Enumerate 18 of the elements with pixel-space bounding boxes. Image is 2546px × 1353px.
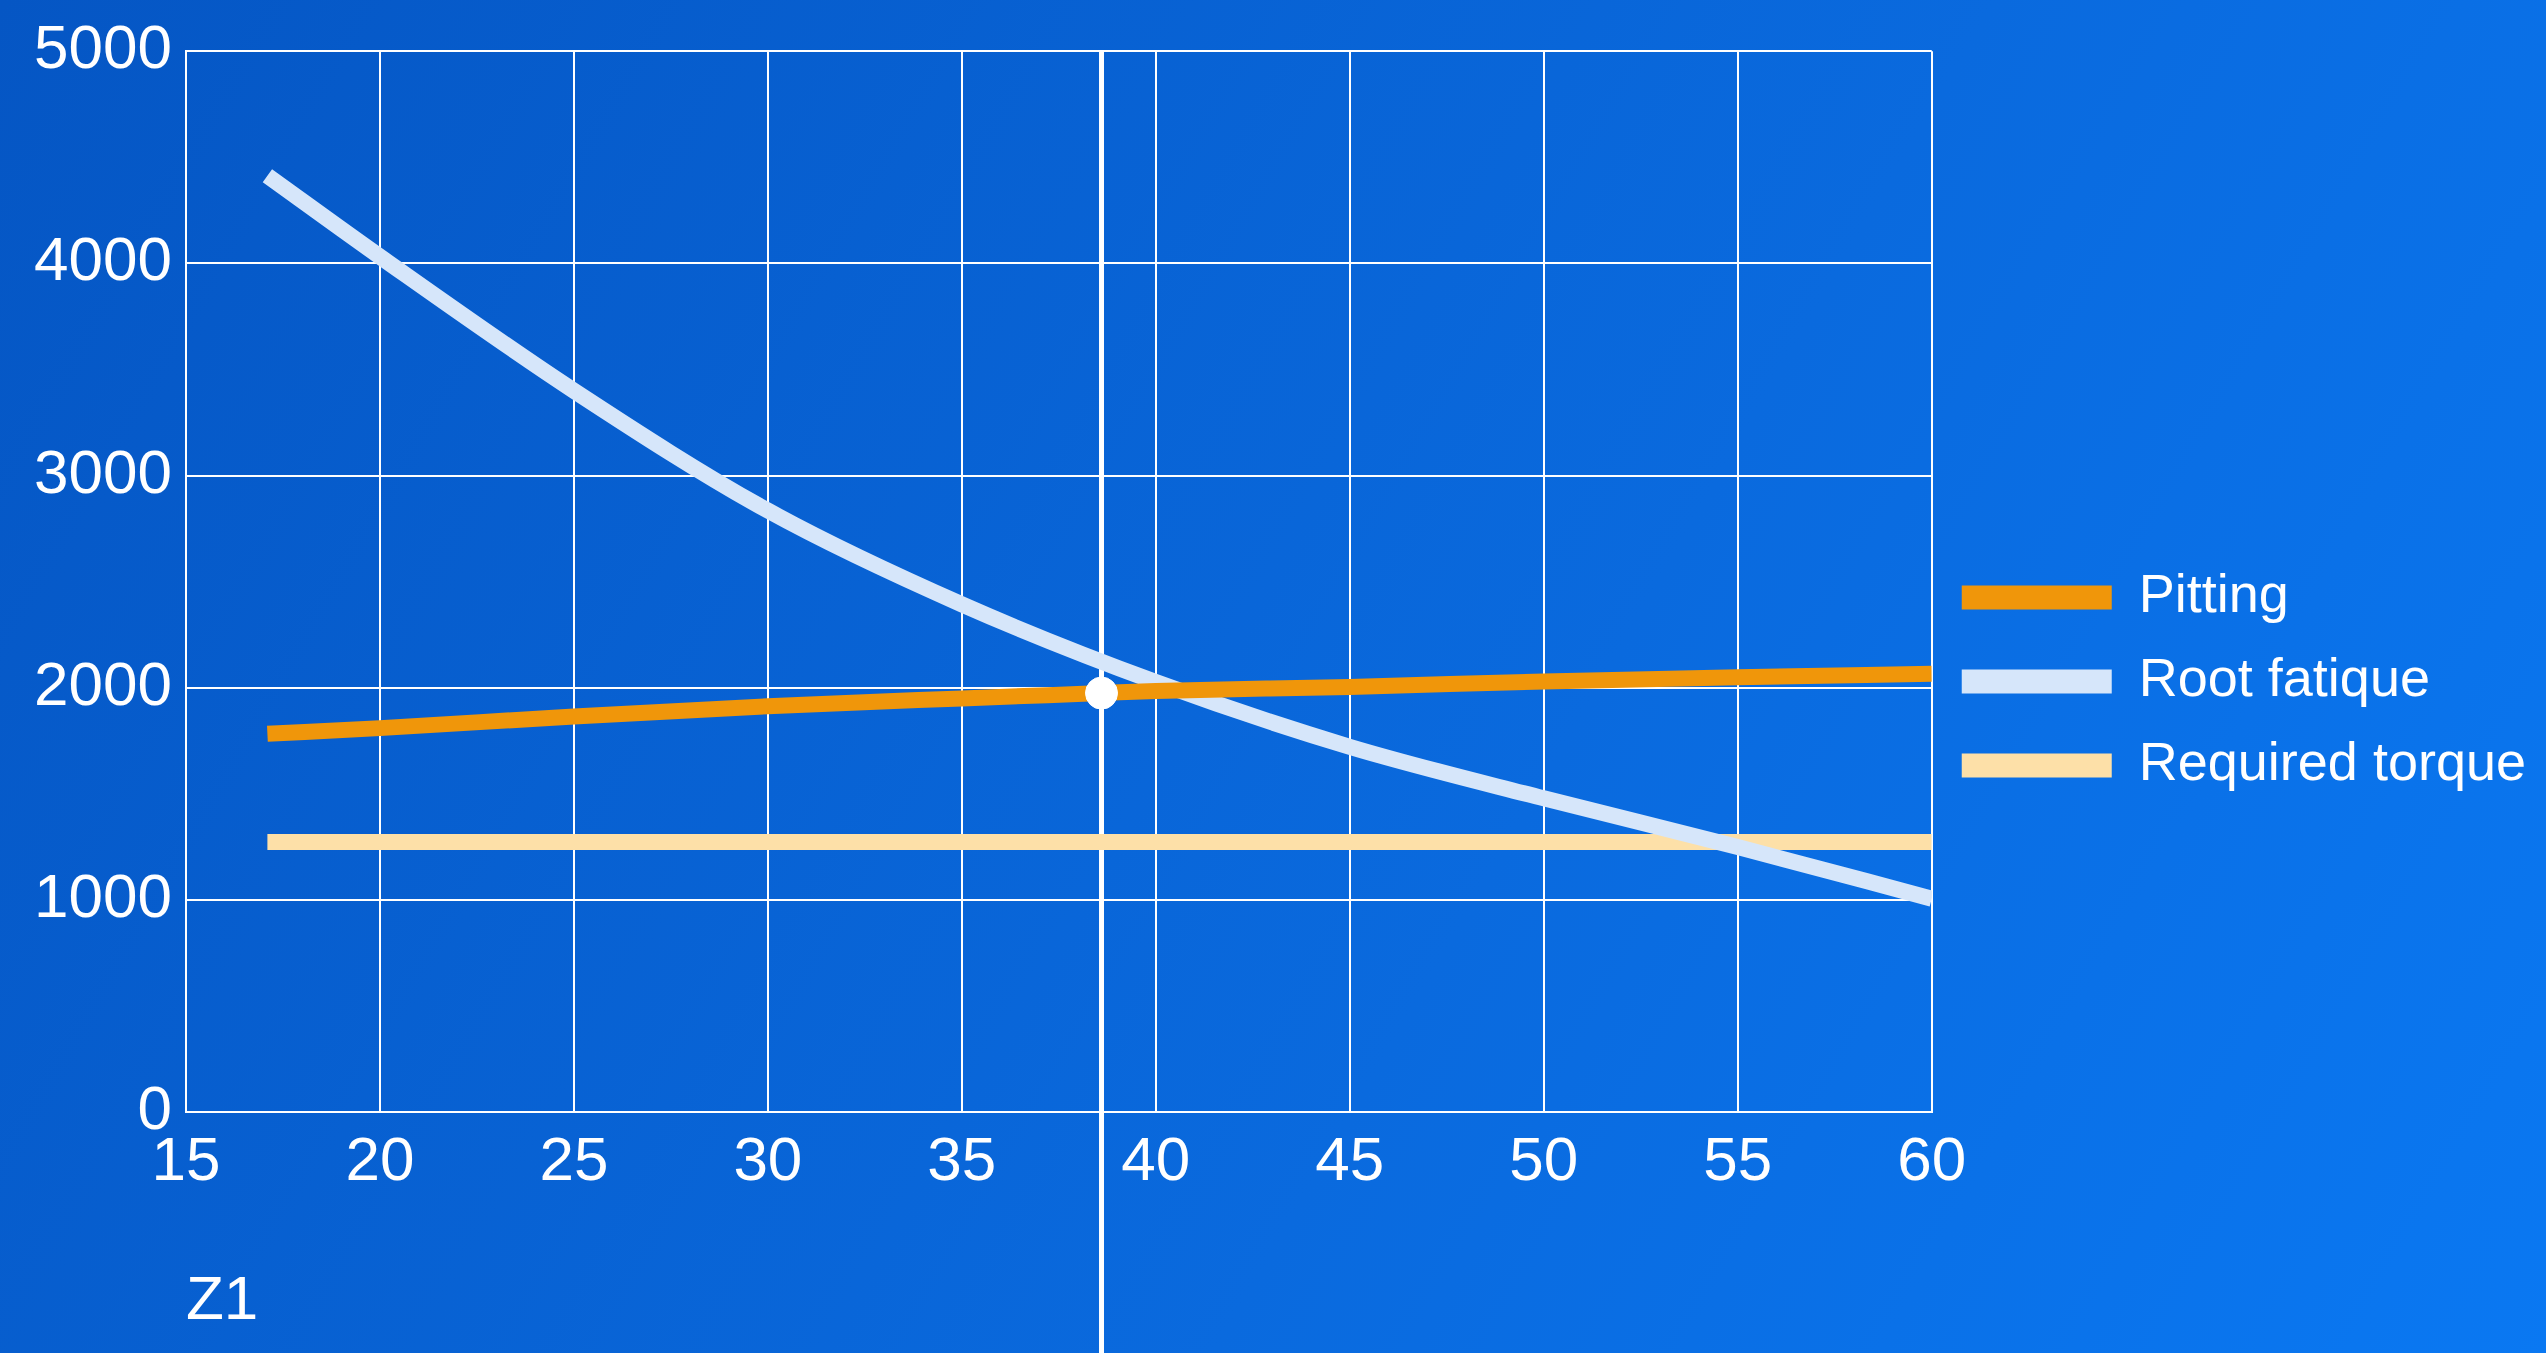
y-tick-label: 3000 xyxy=(33,436,172,506)
x-tick-label: 50 xyxy=(1509,1124,1579,1194)
x-tick-label: 60 xyxy=(1897,1124,1967,1194)
x-tick-label: 35 xyxy=(927,1124,997,1194)
y-tick-label: 5000 xyxy=(33,12,172,82)
x-tick-label: 20 xyxy=(345,1124,415,1194)
y-tick-label: 1000 xyxy=(33,861,172,931)
legend-label: Required torque xyxy=(2138,731,2527,792)
legend-label: Pitting xyxy=(2138,563,2289,624)
x-tick-label: 25 xyxy=(539,1124,609,1194)
x-tick-label: 45 xyxy=(1315,1124,1385,1194)
legend-label: Root fatique xyxy=(2138,647,2430,708)
y-tick-label: 2000 xyxy=(33,648,172,718)
x-tick-label: 40 xyxy=(1121,1124,1191,1194)
x-tick-label: 55 xyxy=(1703,1124,1773,1194)
x-tick-label: 30 xyxy=(733,1124,803,1194)
y-tick-label: 4000 xyxy=(33,224,172,294)
x-axis-title: Z1 xyxy=(185,1262,259,1332)
